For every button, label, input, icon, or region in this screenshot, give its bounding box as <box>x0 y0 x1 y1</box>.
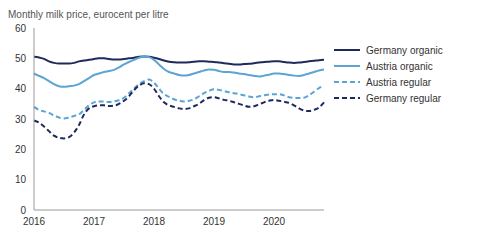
svg-text:2019: 2019 <box>203 216 226 227</box>
svg-text:40: 40 <box>15 83 27 94</box>
svg-text:20: 20 <box>15 144 27 155</box>
html-text:Austria organic: Austria organic <box>366 60 433 72</box>
svg-text:60: 60 <box>15 23 27 34</box>
svg-text:2018: 2018 <box>143 216 166 227</box>
html-text:Germany regular: Germany regular <box>366 92 441 104</box>
svg-text:10: 10 <box>15 174 27 185</box>
svg-text:2016: 2016 <box>23 216 46 227</box>
svg-text:2017: 2017 <box>83 216 106 227</box>
svg-text:30: 30 <box>15 114 27 125</box>
svg-text:2020: 2020 <box>263 216 286 227</box>
svg-text:50: 50 <box>15 53 27 64</box>
html-text:Austria regular: Austria regular <box>366 76 431 88</box>
svg-text:0: 0 <box>20 205 26 216</box>
html-text:Monthly milk price, eurocent p: Monthly milk price, eurocent per litre <box>8 9 169 20</box>
html-text:Germany organic: Germany organic <box>366 44 443 56</box>
